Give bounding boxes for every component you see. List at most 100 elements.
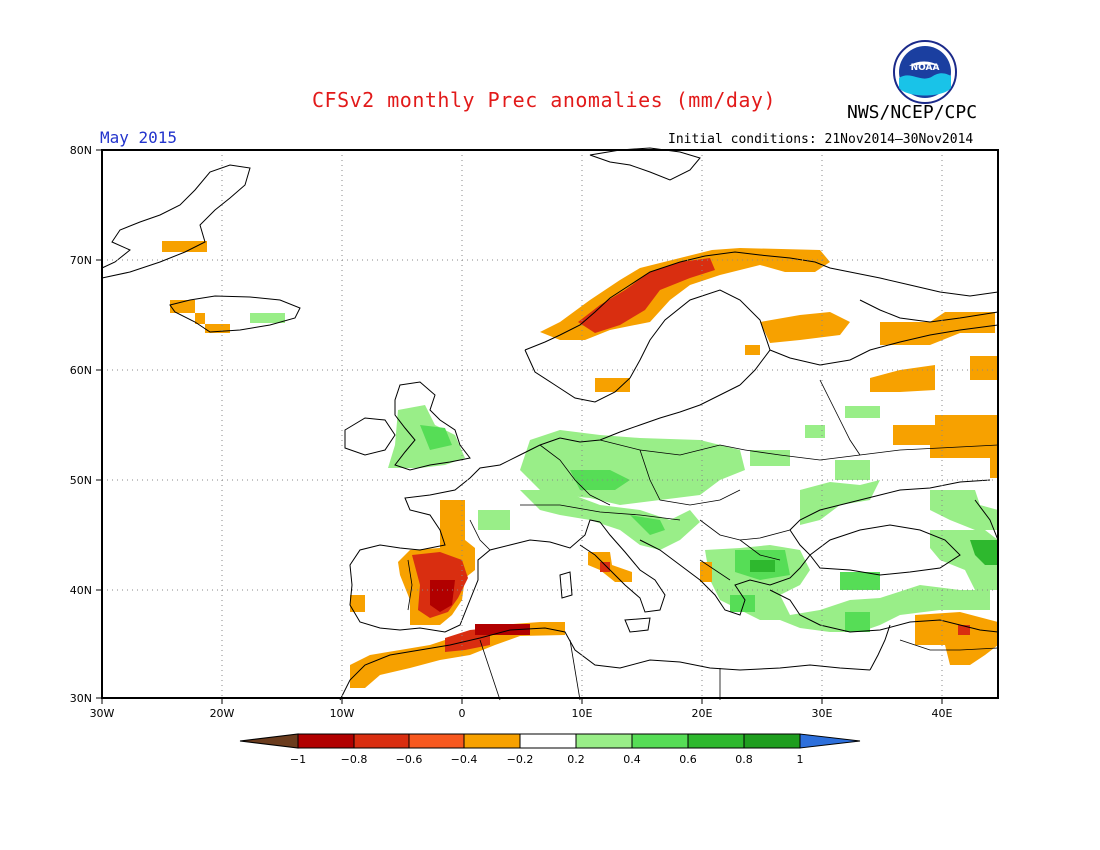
border-line (699, 559, 731, 581)
anomaly-patch (350, 622, 565, 688)
border-line (469, 519, 491, 551)
anomaly-layer (162, 241, 998, 688)
lat-tick-label: 70N (70, 254, 92, 267)
anomaly-patch (250, 313, 285, 323)
colorbar-swatch (575, 733, 633, 749)
coastline-britain (394, 381, 471, 471)
border-line (479, 639, 501, 701)
coastline-iceland (169, 295, 301, 333)
anomaly-patch (970, 540, 998, 565)
anomaly-patch (845, 612, 870, 632)
anomaly-patch (520, 430, 745, 505)
colorbar-swatch (687, 733, 745, 749)
agency-label: NWS/NCEP/CPC (847, 102, 978, 123)
lon-axis: 30W 20W 10W 0 10E 20E 30E 40E (90, 698, 953, 720)
border-line (599, 439, 746, 456)
lat-tick-label: 40N (70, 584, 92, 597)
colorbar-label: −0.6 (396, 753, 423, 766)
lon-tick-label: 20W (210, 707, 235, 720)
country-borders (407, 379, 999, 701)
anomaly-patch (805, 425, 825, 438)
anomaly-patch (420, 425, 452, 450)
lon-tick-label: 0 (459, 707, 466, 720)
anomaly-patch (730, 595, 755, 612)
coastline-norway-south (524, 289, 771, 403)
chart-title: CFSv2 monthly Prec anomalies (mm/day) (312, 88, 777, 112)
initial-conditions-label: Initial conditions: 21Nov2014–30Nov2014 (668, 132, 974, 147)
anomaly-patch (893, 415, 998, 478)
anomaly-patch (350, 595, 365, 612)
anomaly-patch (760, 312, 850, 343)
border-line (899, 639, 999, 651)
colorbar-label: 0.8 (735, 753, 753, 766)
lat-tick-label: 60N (70, 364, 92, 377)
colorbar-label: −0.2 (507, 753, 534, 766)
noaa-logo-icon: NOAA (893, 40, 957, 104)
border-line (407, 559, 413, 611)
anomaly-patch (700, 562, 712, 582)
border-line (520, 504, 681, 521)
coastline-sardinia (559, 571, 573, 599)
lon-tick-label: 30E (812, 707, 833, 720)
colorbar-label: 1 (797, 753, 804, 766)
anomaly-patch (162, 241, 207, 252)
coastline-italy (579, 521, 666, 613)
coastline-russia-north (859, 299, 999, 323)
anomaly-patch (880, 312, 995, 345)
colorbar-swatch (519, 733, 577, 749)
colorbar-label: 0.2 (567, 753, 585, 766)
anomaly-patch (750, 450, 790, 466)
colorbar-label: 0.6 (679, 753, 697, 766)
anomaly-patch (478, 510, 510, 530)
coastline-turkey (769, 589, 999, 633)
coastline-svalbard (589, 147, 701, 181)
border-line (569, 639, 581, 701)
coastline-ireland (344, 417, 396, 456)
colorbar-arrow-left (239, 733, 299, 749)
anomaly-patch (800, 480, 880, 525)
anomaly-patch (578, 258, 715, 333)
lon-tick-label: 10E (572, 707, 593, 720)
colorbar-swatch (743, 733, 801, 749)
noaa-logo-text: NOAA (911, 63, 940, 73)
anomaly-patch (750, 560, 775, 572)
lon-tick-label: 20E (692, 707, 713, 720)
anomaly-patch (520, 490, 700, 550)
coastline-mainland-west (349, 437, 601, 633)
anomaly-patch (845, 406, 880, 418)
coastline-levant (869, 624, 891, 671)
coastlines (101, 147, 999, 701)
lat-tick-label: 80N (70, 144, 92, 157)
anomaly-patch (745, 345, 760, 355)
colorbar-swatch (631, 733, 689, 749)
border-line (699, 519, 791, 541)
coastline-caspian (974, 499, 999, 541)
anomaly-patch (835, 460, 870, 480)
anomaly-patch (475, 624, 530, 635)
anomaly-patch (930, 490, 998, 530)
anomaly-patch (870, 365, 935, 392)
colorbar-swatch (463, 733, 521, 749)
colorbar-label: 0.4 (623, 753, 641, 766)
coastline-scandinavia (524, 251, 999, 351)
anomaly-patch (570, 470, 630, 490)
border-line (739, 539, 781, 561)
colorbar-swatch (408, 733, 465, 749)
colorbar-swatch (297, 733, 355, 749)
colorbar (239, 733, 861, 749)
colorbar-label: −1 (290, 753, 306, 766)
coastline-greenland (101, 164, 251, 279)
anomaly-patch (958, 625, 970, 635)
colorbar-arrow-right (799, 733, 861, 749)
anomaly-patch (430, 580, 455, 612)
anomaly-patch (595, 378, 630, 392)
anomaly-patch (630, 515, 665, 535)
coastline-sicily (624, 617, 651, 633)
anomaly-patch (170, 300, 230, 333)
anomaly-patch (915, 612, 998, 665)
lon-tick-label: 10W (330, 707, 355, 720)
coastline-finland (769, 324, 999, 366)
lon-tick-label: 40E (932, 707, 953, 720)
lat-tick-label: 50N (70, 474, 92, 487)
